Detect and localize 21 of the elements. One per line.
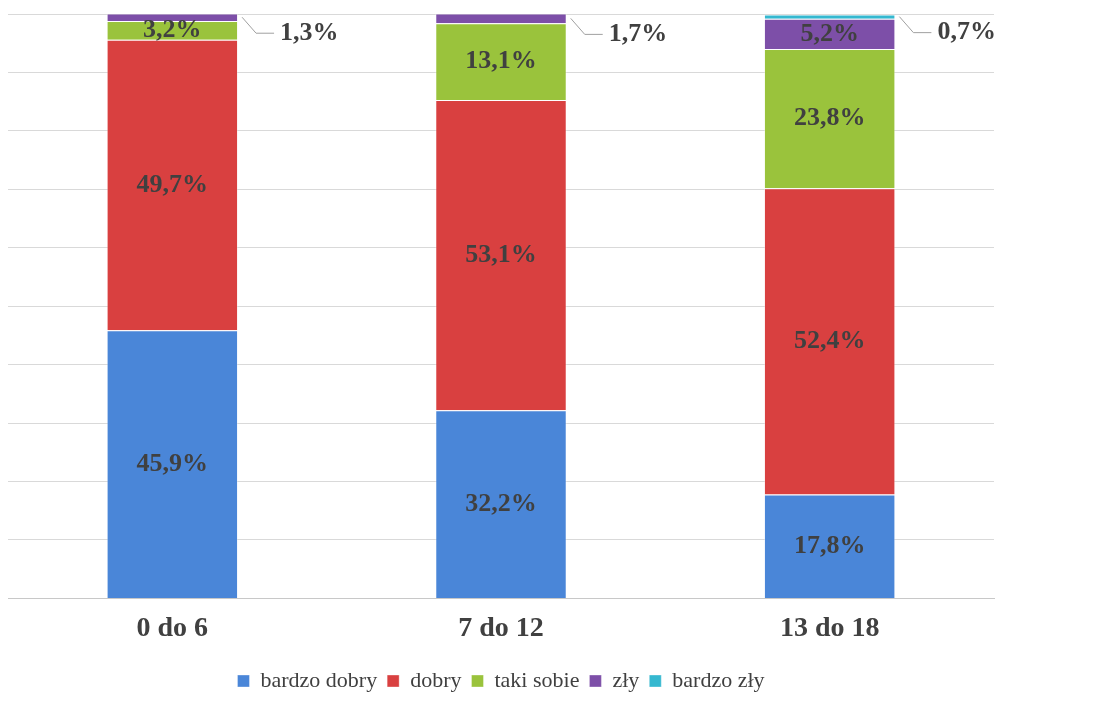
data-label: 23,8% (793, 102, 866, 132)
data-label: 32,2% (465, 487, 537, 517)
data-label: 52,4% (793, 324, 866, 354)
data-label: 49,7% (136, 168, 209, 198)
legend-label: zły (612, 666, 640, 692)
data-label: 53,1% (465, 238, 537, 268)
x-tick-label: 7 do 12 (458, 611, 544, 643)
data-label: 5,2% (800, 17, 859, 47)
data-label: 1,7% (608, 18, 668, 48)
x-tick-label: 0 do 6 (136, 611, 209, 643)
data-label: 1,3% (280, 16, 339, 46)
data-label: 3,2% (143, 14, 202, 44)
data-label: 0,7% (937, 16, 996, 46)
data-label: 17,8% (793, 529, 866, 559)
legend-label: bardzo dobry (260, 666, 378, 692)
data-label: 45,9% (136, 447, 209, 477)
legend-label: bardzo zły (672, 666, 765, 692)
data-label: 13,1% (465, 45, 537, 75)
legend-label: dobry (410, 666, 462, 692)
legend-label: taki sobie (494, 666, 580, 692)
x-tick-label: 13 do 18 (779, 611, 880, 643)
